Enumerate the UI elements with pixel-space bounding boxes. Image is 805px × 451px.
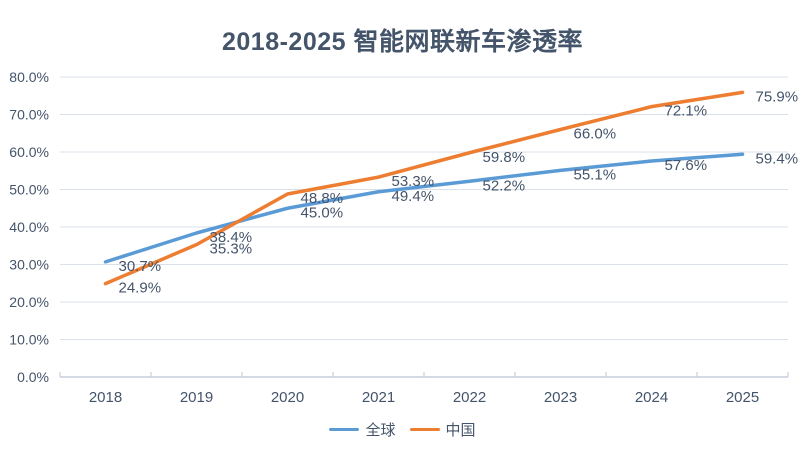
y-tick-label: 70.0% xyxy=(9,107,49,123)
x-tick-label: 2022 xyxy=(453,389,486,406)
y-tick-label: 20.0% xyxy=(9,294,49,310)
x-tick-label: 2019 xyxy=(180,389,213,406)
data-label-series-1: 59.8% xyxy=(483,149,526,166)
x-tick-label: 2020 xyxy=(271,389,304,406)
series-line-0 xyxy=(103,152,745,264)
legend-item-1: 中国 xyxy=(409,419,476,440)
legend-label: 全球 xyxy=(365,422,396,439)
legend-label: 中国 xyxy=(445,422,476,439)
y-tick-label: 40.0% xyxy=(9,219,49,235)
y-tick-label: 60.0% xyxy=(9,144,49,160)
legend-line-marker-icon xyxy=(409,427,440,432)
y-tick-label: 80.0% xyxy=(9,69,49,85)
x-tick-label: 2018 xyxy=(89,389,122,406)
y-tick-label: 0.0% xyxy=(17,369,49,385)
x-tick-label: 2023 xyxy=(544,389,577,406)
data-label-series-0: 55.1% xyxy=(574,166,617,183)
data-label-series-1: 35.3% xyxy=(210,241,253,258)
data-label-series-1: 24.9% xyxy=(119,280,162,297)
series-line-1 xyxy=(103,90,745,286)
chart-title: 2018-2025 智能网联新车渗透率 xyxy=(221,28,583,56)
data-label-series-1: 75.9% xyxy=(756,88,799,105)
x-tick-label: 2021 xyxy=(362,389,395,406)
x-tick-label: 2024 xyxy=(635,389,668,406)
data-label-series-0: 49.4% xyxy=(392,188,435,205)
data-label-series-1: 72.1% xyxy=(665,103,708,120)
y-tick-label: 30.0% xyxy=(9,257,49,273)
data-label-series-0: 30.7% xyxy=(119,258,162,275)
data-label-series-0: 52.2% xyxy=(483,177,526,194)
data-label-series-1: 66.0% xyxy=(574,126,617,143)
data-label-series-0: 45.0% xyxy=(301,204,344,221)
data-label-series-0: 38.4% xyxy=(210,229,253,246)
chart-legend: 全球 中国 xyxy=(0,419,805,440)
data-label-series-1: 53.3% xyxy=(392,173,435,190)
legend-item-0: 全球 xyxy=(329,419,396,440)
data-label-series-0: 57.6% xyxy=(665,157,708,174)
y-tick-label: 10.0% xyxy=(9,332,49,348)
data-label-series-1: 48.8% xyxy=(301,190,344,207)
legend-line-marker-icon xyxy=(329,427,360,432)
x-tick-label: 2025 xyxy=(726,389,759,406)
y-tick-label: 50.0% xyxy=(9,182,49,198)
data-label-series-0: 59.4% xyxy=(756,150,799,167)
